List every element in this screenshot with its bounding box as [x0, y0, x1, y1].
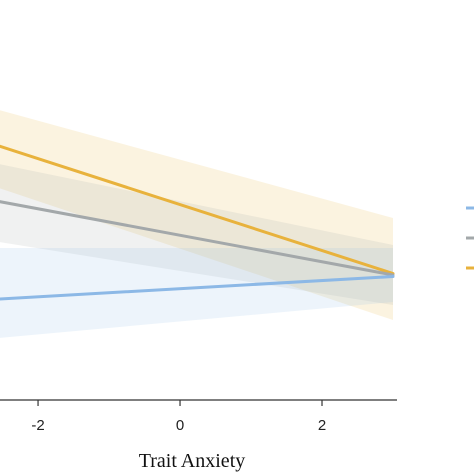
x-tick-label-0: -2	[31, 417, 44, 434]
x-tick-label-1: 0	[176, 417, 184, 434]
series-lines	[0, 144, 395, 301]
x-axis: -2 0 2	[0, 399, 397, 434]
series-line-0	[0, 144, 395, 275]
confidence-bands	[0, 110, 393, 338]
series-line-1	[0, 200, 395, 277]
confidence-band-2	[0, 248, 393, 338]
confidence-band-0	[0, 110, 393, 320]
confidence-band-1	[0, 164, 393, 305]
x-axis-title: Trait Anxiety	[139, 450, 246, 472]
series-line-2	[0, 275, 395, 301]
x-tick-label-2: 2	[318, 417, 326, 434]
legend	[466, 206, 474, 270]
